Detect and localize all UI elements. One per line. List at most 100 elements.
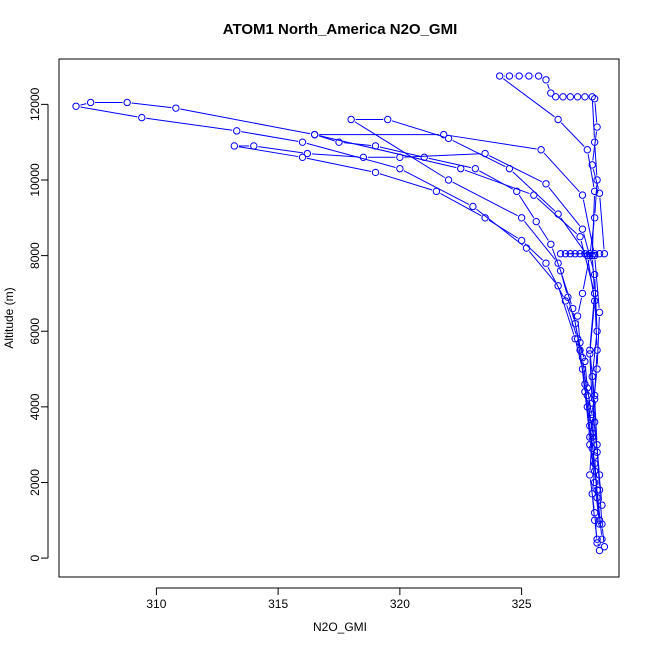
series-segment (318, 135, 457, 169)
data-point (233, 127, 241, 135)
data-point (525, 72, 533, 80)
data-point (505, 164, 514, 173)
series-segment (476, 208, 524, 246)
series-segment (589, 479, 595, 509)
series-segment (594, 278, 598, 327)
data-point (371, 168, 380, 177)
data-point (576, 346, 584, 354)
series-segment (591, 195, 595, 252)
series-segment (594, 517, 598, 539)
data-point (578, 191, 587, 199)
data-point (586, 350, 594, 358)
data-point (593, 346, 601, 354)
x-tick-label: 325 (512, 597, 532, 611)
data-point (581, 388, 589, 396)
series-segment (241, 131, 299, 142)
series-segment (379, 146, 420, 157)
data-point (588, 444, 596, 453)
data-point (595, 308, 604, 317)
series-segment (592, 452, 598, 486)
series-segment (597, 494, 603, 535)
series-segment (594, 486, 600, 520)
data-point (554, 115, 562, 124)
data-point (432, 187, 441, 196)
series-segment (464, 169, 530, 195)
data-point (542, 259, 550, 267)
series-segment (582, 259, 590, 290)
series-segment (311, 153, 359, 158)
data-point (86, 98, 95, 107)
data-point (590, 250, 599, 258)
data-point (586, 433, 594, 441)
data-point (505, 72, 514, 80)
series-segment (538, 225, 549, 241)
data-point (566, 250, 575, 258)
data-point (588, 410, 596, 419)
data-series (347, 115, 606, 528)
data-point (588, 161, 596, 169)
series-segment (592, 407, 598, 448)
data-point (590, 516, 599, 524)
series-segment (596, 316, 600, 365)
series-segment (594, 260, 600, 308)
data-point (588, 93, 596, 101)
series-segment (452, 181, 518, 217)
series-segment (560, 217, 586, 253)
data-point (586, 346, 594, 354)
data-point (595, 520, 604, 528)
series-segment (524, 220, 556, 260)
data-point (588, 399, 596, 407)
series-segment (594, 297, 598, 346)
data-point (561, 250, 570, 258)
data-point (566, 93, 575, 101)
data-point (347, 115, 355, 124)
series-segment (587, 154, 595, 187)
data-point (590, 187, 599, 196)
series-segment (479, 170, 514, 190)
data-point (547, 240, 555, 248)
series-segment (559, 289, 575, 335)
data-point (593, 123, 601, 131)
series-segment (543, 152, 580, 193)
data-point (444, 176, 453, 184)
data-point (588, 251, 596, 260)
series-segment (589, 305, 595, 350)
x-tick-label: 320 (390, 597, 410, 611)
x-axis-label: N2O_GMI (313, 620, 367, 634)
data-point (542, 180, 550, 188)
data-point (471, 164, 480, 173)
data-point (590, 289, 599, 298)
data-point (335, 138, 343, 146)
data-point (590, 478, 599, 487)
series-segment (566, 305, 577, 335)
data-point (581, 93, 589, 101)
data-point (230, 142, 239, 150)
x-axis: 310 315 320 325 (146, 576, 532, 611)
series-segment (180, 108, 311, 135)
series-segment (448, 134, 537, 150)
data-point (569, 304, 577, 313)
data-point (469, 202, 477, 211)
series-segment (379, 173, 433, 191)
data-point (559, 93, 567, 101)
data-point (571, 250, 579, 258)
series-segment (594, 103, 598, 123)
data-point (515, 72, 523, 80)
data-point (298, 138, 307, 146)
series-segment (258, 146, 303, 154)
data-point (123, 98, 131, 107)
data-point (578, 289, 587, 298)
series-segment (575, 343, 582, 365)
series-segment (518, 194, 535, 219)
series-segment (536, 197, 578, 235)
series-segment (589, 358, 593, 399)
data-point (72, 102, 80, 110)
data-point (586, 440, 594, 449)
data-point (590, 214, 599, 222)
data-point (573, 312, 582, 320)
data-point (457, 164, 465, 173)
data-point (583, 251, 592, 260)
data-point (595, 546, 604, 555)
data-point (590, 297, 599, 305)
data-point (547, 89, 555, 97)
